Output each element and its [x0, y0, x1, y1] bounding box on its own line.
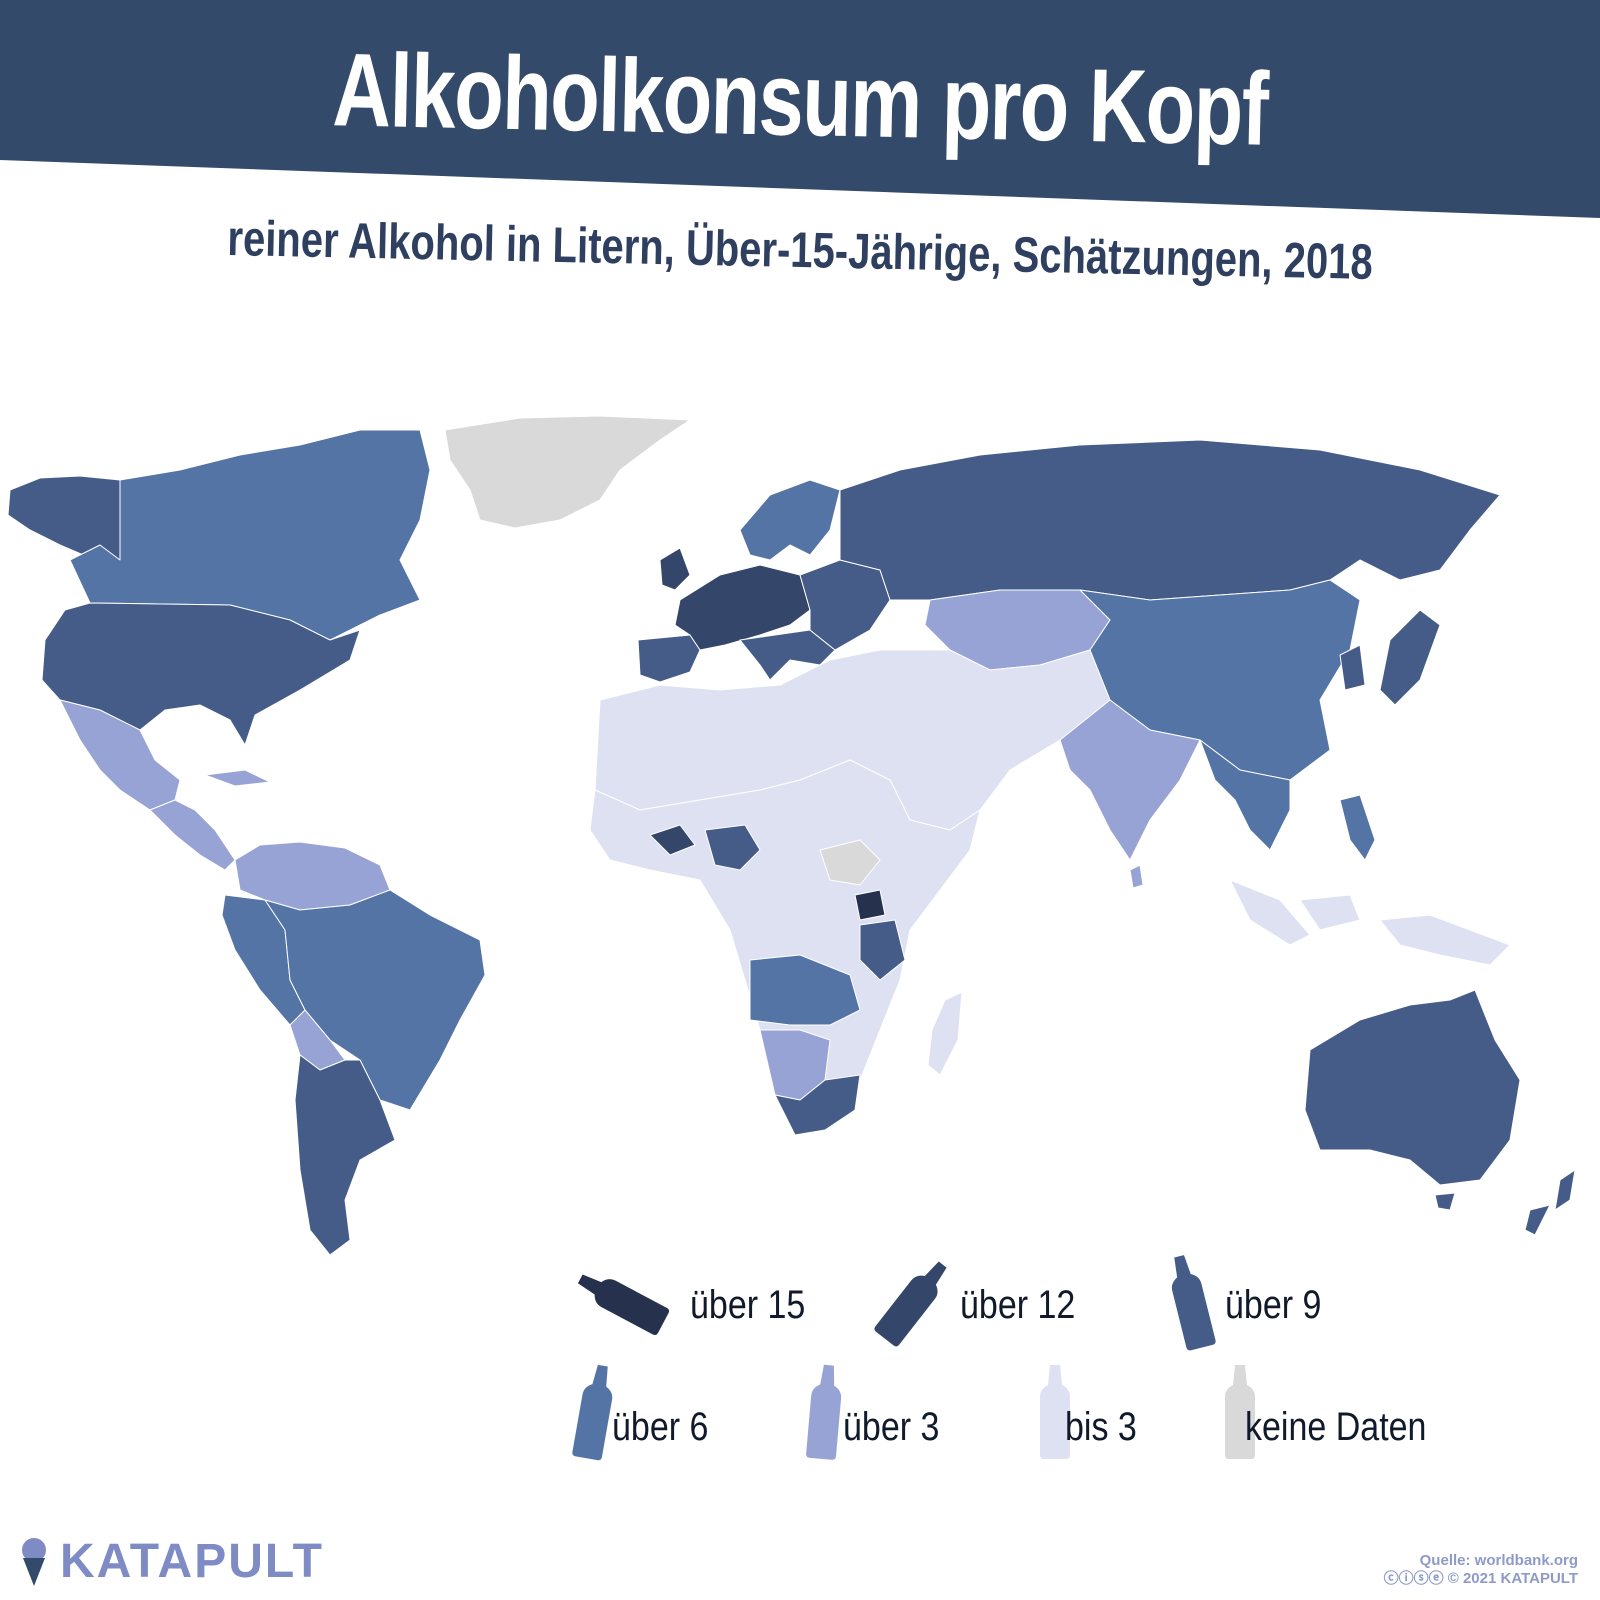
- region-burkina-faso: [649, 824, 696, 856]
- region-tasmania: [1434, 1192, 1456, 1211]
- legend-label: über 6: [612, 1405, 709, 1449]
- legend-label: bis 3: [1065, 1405, 1137, 1449]
- bottle-shape: [572, 1364, 613, 1461]
- copyright-symbol: ©: [1447, 1570, 1463, 1587]
- bottle-tilted-icon: [577, 1274, 670, 1336]
- bottle-tilted-icon: [874, 1261, 947, 1347]
- region-nigeria: [704, 824, 761, 871]
- region-usa: [41, 602, 361, 746]
- region-india: [1059, 699, 1201, 861]
- bottle-tilted-icon: [1171, 1255, 1216, 1351]
- region-japan-korea: [1339, 609, 1441, 706]
- copyright-line: ⓒⓘⓢⓔ © 2021 KATAPULT: [1384, 1570, 1578, 1588]
- region-australia: [1304, 989, 1521, 1186]
- region-philippines: [1339, 794, 1376, 861]
- region-russia: [839, 439, 1501, 601]
- region-new-zealand: [1524, 1169, 1576, 1236]
- region-cuba: [204, 769, 271, 787]
- legend-label: über 12: [960, 1283, 1076, 1327]
- bottle-icon: [806, 1364, 842, 1460]
- bottle-shape: [577, 1274, 670, 1336]
- brand-logo: KATAPULT: [14, 1534, 322, 1590]
- bottle-icon: [572, 1364, 613, 1461]
- region-western-europe: [674, 564, 811, 651]
- bottle-shape: [874, 1261, 947, 1347]
- region-central-america: [149, 799, 236, 871]
- region-scandinavia: [739, 479, 841, 561]
- bottle-shape: [1171, 1255, 1216, 1351]
- region-south-africa: [774, 1074, 861, 1136]
- legend-label: über 3: [843, 1405, 940, 1449]
- region-madagascar: [927, 991, 963, 1076]
- region-south-sudan: [819, 839, 881, 886]
- legend-label: über 9: [1225, 1283, 1322, 1327]
- region-brazil: [264, 889, 486, 1111]
- title-banner: [0, 0, 1600, 218]
- bottle-icon: [1225, 1365, 1255, 1459]
- world-map: [7, 415, 1576, 1256]
- region-tanzania: [859, 919, 906, 981]
- region-uganda: [854, 889, 886, 921]
- legend-label: keine Daten: [1245, 1405, 1427, 1449]
- bottle-shape: [806, 1364, 842, 1460]
- brand-name: KATAPULT: [60, 1535, 324, 1588]
- title-banner-shape: [0, 0, 1600, 218]
- bottle-shape: [1040, 1365, 1070, 1459]
- license-icons: ⓒⓘⓢⓔ: [1383, 1570, 1448, 1587]
- region-sri-lanka: [1129, 864, 1144, 889]
- bottle-icon: [1040, 1365, 1070, 1459]
- region-greenland: [444, 415, 691, 529]
- region-sub-saharan-africa: [589, 759, 981, 1131]
- region-argentina-chile: [294, 1054, 396, 1256]
- region-canada: [69, 429, 431, 641]
- region-uk: [659, 547, 691, 591]
- ice-cream-icon: [22, 1538, 46, 1586]
- source-info: Quelle: worldbank.org ⓒⓘⓢⓔ © 2021 KATAPU…: [1384, 1552, 1578, 1588]
- copyright-text: 2021 KATAPULT: [1462, 1570, 1578, 1587]
- legend-label: über 15: [690, 1283, 806, 1327]
- source-line: Quelle: worldbank.org: [1419, 1552, 1578, 1569]
- region-iberia: [637, 634, 701, 683]
- region-southeast-asia: [1199, 739, 1291, 851]
- region-angola-zambia: [749, 954, 861, 1026]
- bottle-shape: [1225, 1365, 1255, 1459]
- region-indonesia: [1229, 879, 1511, 966]
